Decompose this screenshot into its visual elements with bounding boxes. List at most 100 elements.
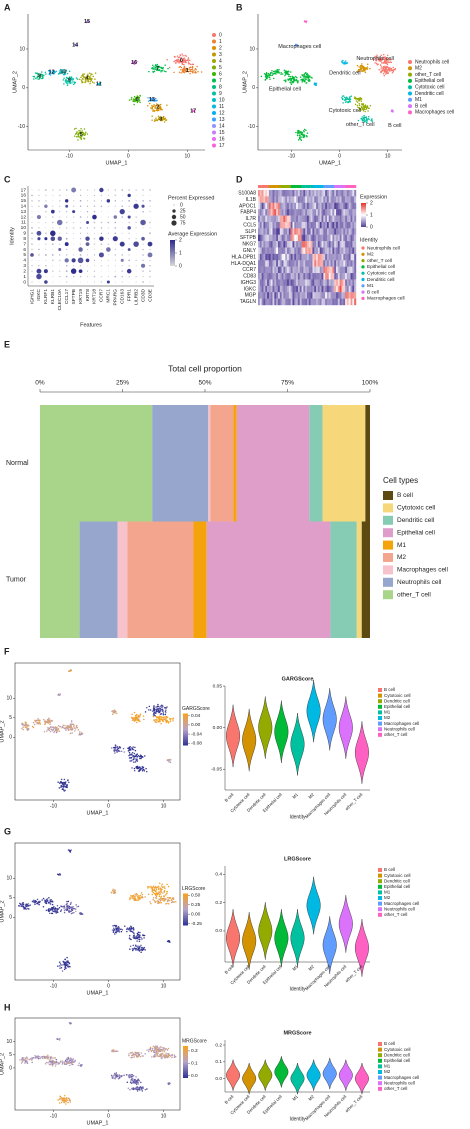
gene-label: IL7R: [245, 216, 256, 222]
cell-point: [130, 895, 132, 897]
cell-point: [359, 97, 361, 99]
cell-point: [28, 725, 30, 727]
cell-point: [159, 901, 161, 904]
heatmap-cell: [279, 215, 282, 223]
expression-dot: [52, 189, 54, 191]
legend-swatch: [408, 110, 412, 115]
cell-point: [160, 708, 162, 711]
panel-letter: B: [236, 2, 243, 12]
heatmap-cell: [277, 234, 280, 242]
cell-point: [139, 938, 141, 941]
cell-point: [139, 101, 141, 104]
expression-dot: [142, 227, 144, 229]
bar-segment: [40, 405, 153, 522]
cell-point: [159, 891, 162, 893]
heatmap-cell: [258, 196, 261, 203]
heatmap-cell: [350, 247, 353, 255]
cell-point: [155, 710, 158, 713]
cell-point: [60, 966, 63, 969]
heatmap-cell: [328, 196, 331, 203]
cell-point: [157, 703, 159, 706]
heatmap-cell: [330, 273, 333, 280]
cell-point: [154, 99, 156, 102]
legend-label: Epithelial cell: [397, 529, 435, 536]
cell-point: [158, 69, 160, 72]
heatmap-cell: [303, 292, 306, 299]
legend-label: 15: [219, 130, 225, 136]
heatmap-cell: [325, 292, 328, 299]
heatmap-cell: [307, 266, 310, 274]
cell-point: [132, 748, 135, 751]
heatmap-cell: [263, 215, 266, 223]
y-tick-label: 13: [21, 209, 27, 215]
cell-point: [111, 1077, 114, 1079]
panel-letter: H: [4, 1002, 11, 1012]
legend-label: other_T cell: [384, 732, 407, 737]
heatmap-cell: [287, 234, 290, 242]
heatmap-cell: [290, 273, 293, 280]
expression-dot: [121, 265, 123, 267]
heatmap-cell: [279, 285, 282, 293]
cell-point: [119, 750, 121, 753]
cell-point: [86, 133, 89, 135]
cell-point: [391, 109, 393, 111]
cell-point: [74, 133, 77, 135]
expression-dot: [142, 194, 144, 197]
expression-dot: [85, 258, 90, 263]
legend-swatch: [383, 590, 393, 600]
heatmap-cell: [312, 253, 315, 261]
bar-segment: [210, 405, 234, 522]
cell-point: [356, 104, 359, 107]
heatmap-cell: [296, 273, 299, 280]
panel-letter: D: [236, 174, 243, 184]
expression-dot: [128, 205, 130, 207]
cell-point: [60, 781, 63, 783]
cluster-label: 7: [156, 66, 159, 72]
expression-dot: [93, 189, 96, 191]
cell-point: [280, 73, 282, 75]
cell-point: [43, 74, 45, 77]
cell-point: [189, 59, 191, 62]
expression-dot: [66, 227, 68, 229]
heatmap-cell: [325, 190, 328, 197]
heatmap-cell: [343, 196, 346, 203]
cell-point: [357, 119, 360, 122]
heatmap-cell: [321, 298, 324, 306]
expression-dot: [121, 216, 123, 218]
cell-point: [305, 21, 307, 24]
heatmap-cell: [316, 279, 319, 287]
cell-point: [188, 62, 191, 65]
cell-point: [162, 1047, 164, 1049]
y-tick-label: 0: [9, 1065, 12, 1071]
heatmap-cell: [270, 253, 273, 261]
legend-title: Expression: [360, 194, 387, 200]
cell-point: [133, 932, 135, 934]
cell-point: [32, 1057, 35, 1059]
expression-dot: [52, 259, 54, 262]
heatmap-cell: [312, 260, 315, 267]
heatmap-cell: [303, 241, 306, 248]
heatmap-cell: [265, 209, 268, 216]
heatmap-cell: [303, 190, 306, 197]
heatmap-cell: [308, 190, 311, 197]
cell-point: [68, 70, 71, 72]
cell-point: [154, 106, 156, 108]
heatmap-cell: [290, 234, 293, 242]
cell-point: [303, 73, 306, 76]
identity-bar: [287, 185, 290, 188]
x-tick-label: -10: [50, 983, 57, 989]
legend-swatch: [212, 78, 216, 83]
heatmap-cell: [301, 247, 304, 255]
expression-dot: [100, 281, 103, 283]
cell-point: [190, 63, 192, 66]
heatmap-cell: [270, 273, 273, 280]
x-axis-label: UMAP_1: [86, 990, 108, 996]
cell-point: [139, 754, 142, 756]
legend-label: B cell: [384, 687, 395, 692]
heatmap-cell: [277, 196, 280, 203]
cell-point: [118, 1074, 120, 1076]
heatmap-cell: [348, 247, 351, 255]
expression-dot: [71, 258, 76, 263]
cell-point: [123, 1074, 125, 1077]
expression-dot: [38, 281, 40, 283]
